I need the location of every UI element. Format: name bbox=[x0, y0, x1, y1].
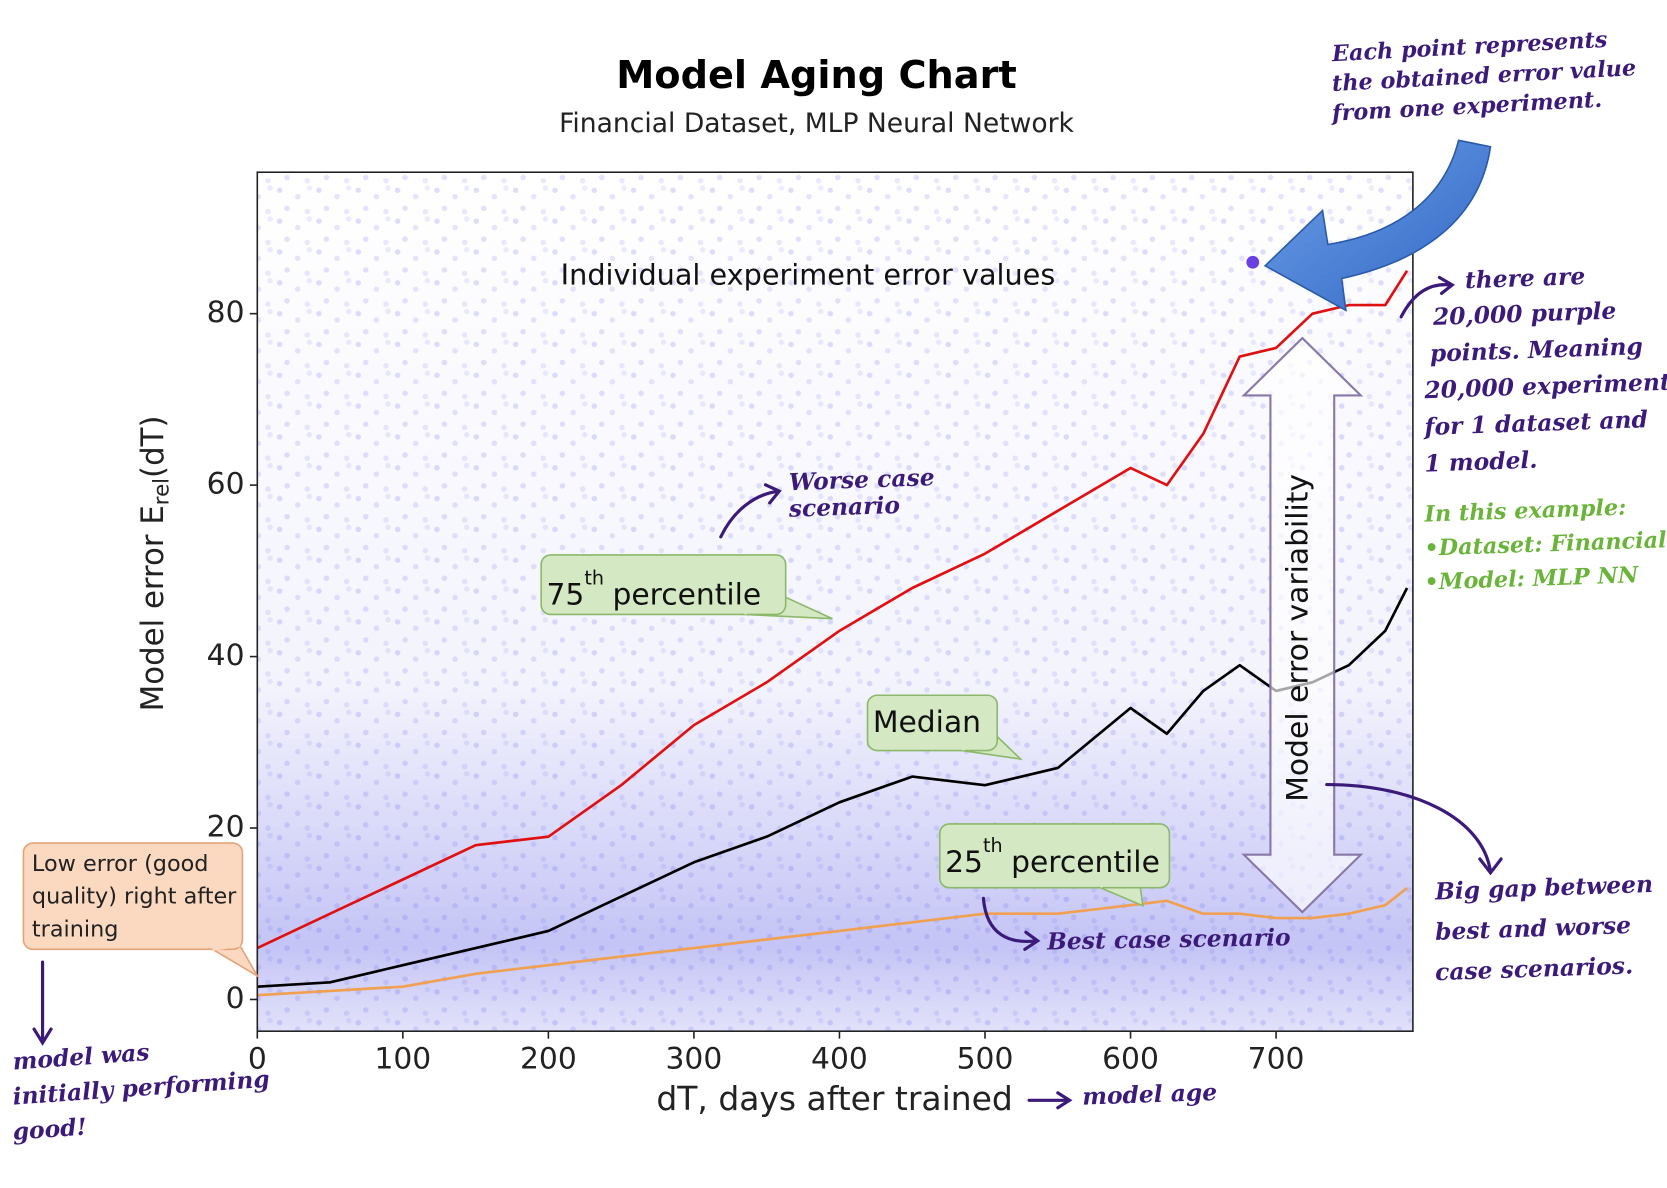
hand-arrow bbox=[1027, 1091, 1073, 1110]
handwritten-note: In this example: bbox=[1423, 495, 1627, 528]
callout-text: 25th percentile bbox=[945, 834, 1160, 880]
callout-box bbox=[939, 823, 1171, 889]
y-tick-label: 80 bbox=[207, 295, 245, 330]
pointer-arrow bbox=[1263, 139, 1492, 312]
plot-frame bbox=[256, 171, 1414, 1032]
handwritten-note: scenario bbox=[787, 491, 900, 523]
callout-number: 25 bbox=[945, 845, 983, 880]
x-tick-label: 600 bbox=[1102, 1041, 1159, 1076]
callout-text: 75th percentile bbox=[546, 566, 761, 612]
callout-number: 75 bbox=[546, 577, 584, 612]
handwritten-note: model was bbox=[12, 1038, 151, 1075]
callout-box bbox=[22, 842, 244, 951]
hand-arrow bbox=[981, 896, 1041, 951]
handwritten-note: 20,000 purple bbox=[1432, 297, 1617, 331]
callout-box bbox=[540, 554, 787, 616]
handwritten-note: model age bbox=[1082, 1078, 1218, 1111]
y-tick-label: 0 bbox=[226, 981, 245, 1016]
x-tick-label: 700 bbox=[1248, 1041, 1305, 1076]
handwritten-note: 1 model. bbox=[1424, 446, 1538, 478]
y-axis-label-end: (dT) bbox=[135, 416, 171, 478]
handwritten-note: points. Meaning bbox=[1429, 332, 1643, 367]
x-tick-label: 500 bbox=[957, 1041, 1014, 1076]
handwritten-note: •Dataset: Financial bbox=[1424, 527, 1667, 561]
callout-box bbox=[866, 694, 999, 752]
callout-word: percentile bbox=[1011, 845, 1160, 880]
handwritten-note: good! bbox=[12, 1113, 88, 1146]
x-tick-label: 100 bbox=[374, 1041, 431, 1076]
y-tick-label: 60 bbox=[207, 467, 245, 502]
handwritten-note: •Model: MLP NN bbox=[1424, 562, 1640, 596]
callout-join bbox=[961, 732, 995, 751]
y-axis-label-main: Model error E bbox=[135, 505, 171, 711]
handwritten-note: Big gap between bbox=[1434, 870, 1654, 906]
hand-arrow bbox=[719, 483, 782, 539]
handwritten-note: Worse case bbox=[788, 463, 935, 496]
handwritten-note: best and worse bbox=[1435, 911, 1632, 946]
y-axis-label: Model error Erel(dT) bbox=[135, 416, 175, 712]
hand-arrow bbox=[1325, 782, 1503, 876]
variability-label: Model error variability bbox=[1281, 474, 1316, 802]
hand-arrow bbox=[1399, 275, 1456, 319]
handwritten-note: case scenarios. bbox=[1435, 951, 1634, 986]
hand-arrow bbox=[32, 960, 53, 1046]
callout-text: Median bbox=[873, 704, 981, 739]
handwritten-note: 20,000 experiments bbox=[1423, 367, 1667, 404]
x-tick-label: 200 bbox=[520, 1041, 577, 1076]
hand-arrows bbox=[32, 275, 1503, 1110]
variability-arrow bbox=[1241, 336, 1364, 914]
callout-text: Low error (good bbox=[32, 851, 208, 877]
callout-word: percentile bbox=[612, 577, 761, 612]
x-tick-label: 0 bbox=[248, 1041, 267, 1076]
x-tick-label: 400 bbox=[811, 1041, 868, 1076]
callout-text: training bbox=[32, 917, 118, 943]
callout-join bbox=[1099, 865, 1139, 889]
y-tick-label: 40 bbox=[207, 638, 245, 673]
handwritten-note: for 1 dataset and bbox=[1422, 405, 1648, 441]
x-axis-label: dT, days after trained bbox=[656, 1079, 1012, 1118]
series-line bbox=[256, 270, 1409, 950]
y-tick-label: 20 bbox=[207, 810, 245, 845]
highlighted-point bbox=[1246, 255, 1260, 269]
callout-sup: th bbox=[983, 834, 1003, 857]
callout-sup: th bbox=[584, 566, 604, 589]
callout-join bbox=[212, 943, 241, 951]
handwritten-note: there are bbox=[1464, 262, 1585, 294]
x-tick-label: 300 bbox=[666, 1041, 723, 1076]
scatter-density bbox=[257, 172, 1413, 1032]
callout-tail bbox=[210, 945, 260, 979]
callout-join bbox=[743, 593, 783, 615]
callout-text: quality) right after bbox=[32, 884, 237, 910]
y-axis-label-sub: rel bbox=[150, 478, 175, 505]
chart-subtitle: Financial Dataset, MLP Neural Network bbox=[559, 108, 1074, 139]
chart-title: Model Aging Chart bbox=[616, 53, 1017, 98]
callout-word: Median bbox=[873, 704, 981, 739]
handwritten-note: Best case scenario bbox=[1046, 923, 1291, 955]
scatter-label: Individual experiment error values bbox=[561, 257, 1056, 291]
